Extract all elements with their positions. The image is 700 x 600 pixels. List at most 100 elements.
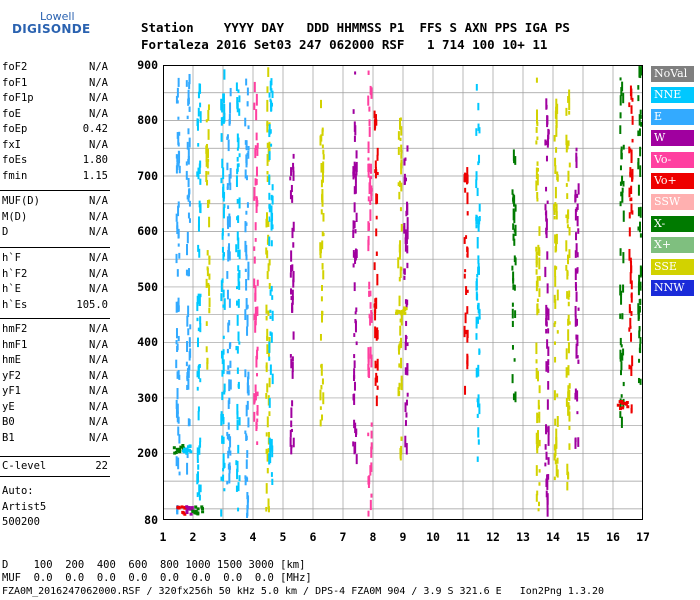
echo-mark (556, 289, 559, 301)
echo-mark (221, 278, 224, 283)
echo-mark (291, 302, 294, 311)
echo-mark (198, 484, 201, 496)
echo-mark (187, 128, 190, 135)
echo-mark (576, 203, 579, 210)
echo-mark (199, 378, 202, 383)
echo-mark (631, 97, 634, 102)
param-value: 0.42 (82, 123, 108, 135)
echo-mark (536, 161, 539, 166)
echo-mark (270, 205, 273, 217)
echo-mark (576, 252, 579, 258)
echo-mark (246, 505, 249, 517)
echo-mark (373, 110, 376, 119)
echo-mark (620, 149, 623, 160)
echo-mark (221, 413, 224, 420)
echo-mark (545, 140, 548, 145)
echo-mark (554, 202, 557, 207)
echo-mark (399, 451, 402, 461)
echo-mark (207, 171, 210, 175)
echo-mark (373, 303, 376, 308)
echo-mark (367, 157, 370, 161)
echo-mark (246, 477, 249, 482)
legend-item-sse: SSE (651, 258, 694, 275)
echo-mark (576, 411, 579, 415)
echo-mark (220, 117, 223, 126)
echo-mark (404, 334, 407, 345)
echo-mark (478, 203, 481, 212)
echo-mark (229, 182, 232, 191)
echo-mark (537, 501, 540, 507)
echo-mark (222, 304, 225, 308)
echo-mark (536, 298, 539, 302)
echo-mark (205, 145, 208, 154)
echo-mark (536, 437, 539, 448)
echo-mark (405, 442, 408, 455)
param-row: hmF2 N/A (2, 322, 108, 336)
param-value: N/A (89, 195, 108, 207)
echo-mark (354, 173, 357, 184)
echo-mark (545, 361, 548, 372)
echo-mark (630, 311, 633, 316)
echo-mark (353, 360, 356, 369)
echo-mark (466, 247, 469, 258)
echo-cluster-mark (189, 507, 193, 511)
echo-mark (253, 246, 256, 251)
echo-mark (355, 428, 358, 435)
echo-mark (198, 364, 201, 368)
echo-mark (556, 171, 559, 181)
echo-mark (619, 284, 622, 296)
echo-mark (236, 346, 239, 354)
param-label: foF1p (2, 92, 34, 104)
echo-mark (400, 357, 403, 369)
echo-mark (292, 153, 295, 159)
echo-mark (400, 378, 403, 387)
echo-mark (399, 251, 402, 258)
echo-mark (637, 226, 640, 231)
legend-item-vo: Vo- (651, 151, 694, 168)
echo-mark (404, 341, 407, 351)
echo-mark (221, 370, 224, 377)
echo-mark (576, 318, 579, 326)
echo-mark (289, 272, 292, 278)
echo-mark (575, 343, 578, 355)
echo-mark (537, 371, 540, 382)
echo-mark (176, 371, 179, 379)
echo-mark (321, 240, 324, 250)
echo-mark (290, 184, 293, 193)
echo-mark (269, 364, 272, 375)
echo-mark (477, 364, 480, 377)
echo-mark (466, 246, 469, 253)
echo-mark (220, 509, 223, 517)
echo-mark (189, 324, 192, 330)
echo-mark (321, 310, 324, 316)
echo-mark (199, 160, 202, 168)
echo-cluster-mark (403, 306, 407, 310)
echo-mark (228, 397, 231, 404)
param-row: foEp 0.42 (2, 122, 108, 136)
echo-cluster-mark (191, 509, 195, 513)
echo-mark (511, 302, 514, 307)
d-row: D 100 200 400 600 800 1000 1500 3000 [km… (2, 559, 306, 571)
param-value: N/A (89, 369, 108, 382)
echo-mark (236, 314, 239, 326)
echo-mark (354, 125, 357, 136)
echo-mark (553, 294, 556, 303)
echo-mark (637, 162, 640, 170)
echo-mark (196, 459, 199, 464)
echo-mark (637, 130, 640, 137)
echo-mark (556, 469, 559, 478)
echo-mark (622, 252, 625, 264)
echo-mark (370, 185, 373, 196)
param-label: hmE (2, 354, 21, 366)
echo-mark (177, 297, 180, 309)
echo-mark (622, 180, 625, 187)
echo-mark (186, 141, 189, 150)
echo-mark (536, 197, 539, 202)
echo-mark (354, 320, 357, 333)
echo-cluster-mark (190, 506, 194, 510)
echo-mark (545, 210, 548, 222)
echo-mark (375, 334, 378, 341)
echo-mark (221, 158, 224, 169)
echo-mark (196, 492, 199, 498)
echo-mark (568, 321, 571, 325)
